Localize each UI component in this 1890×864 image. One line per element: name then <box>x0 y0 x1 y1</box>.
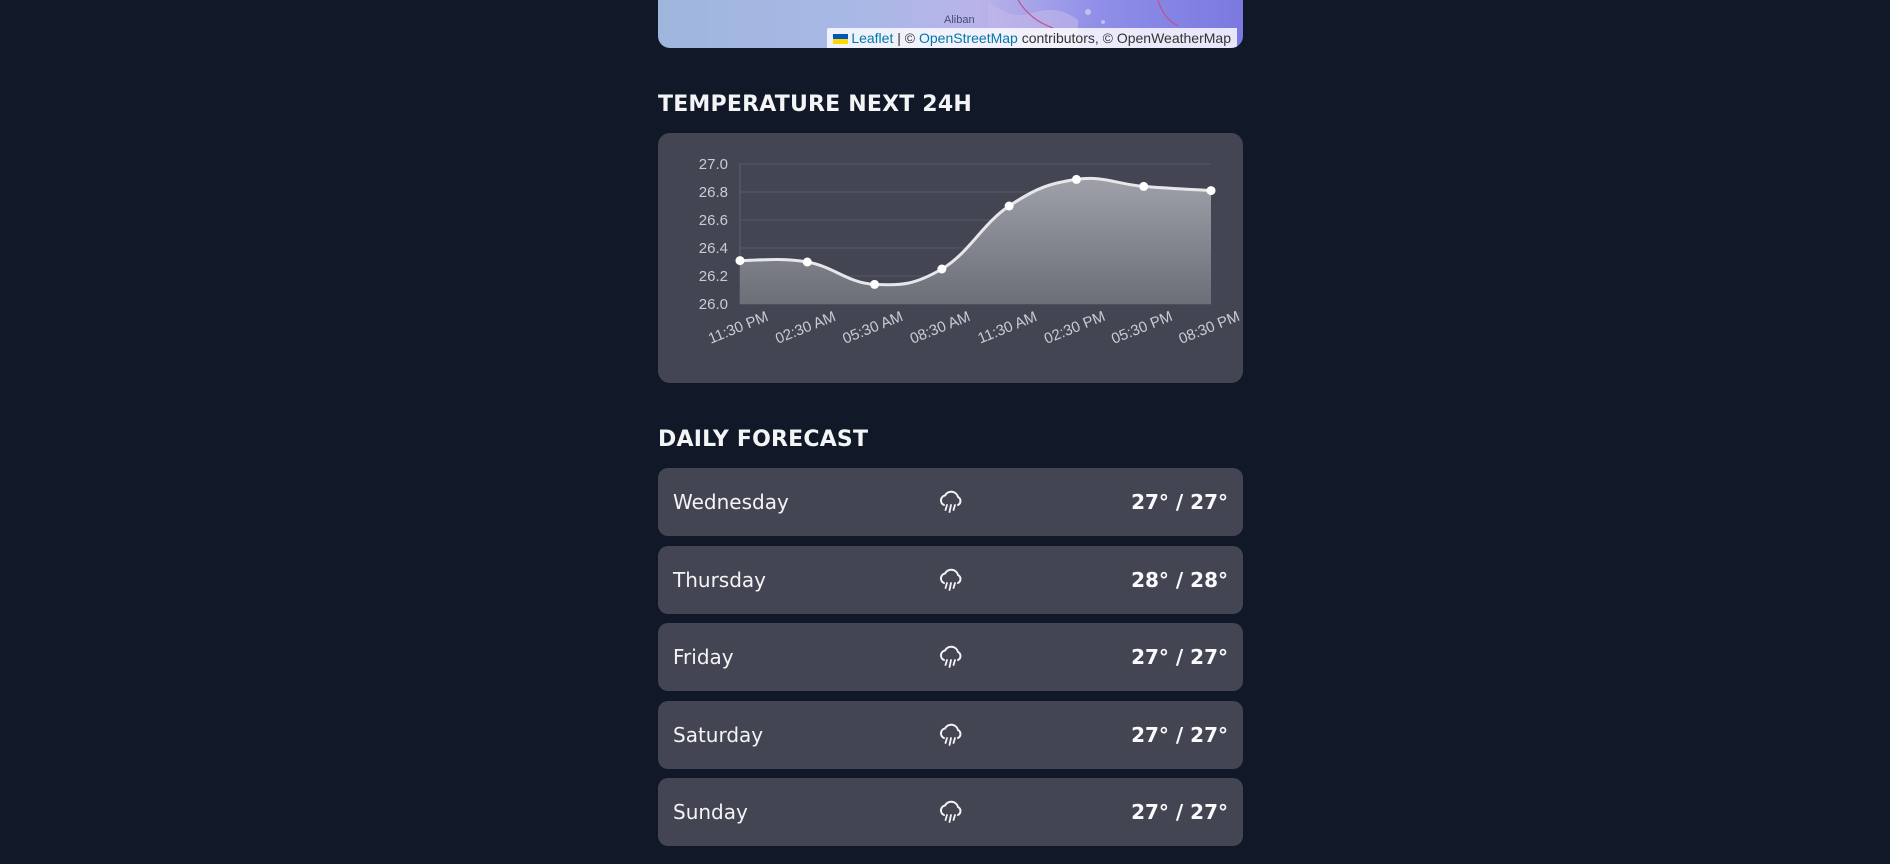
temperature-chart-card: 26.0 26.2 26.4 26.6 26.8 27.0 11:30 PM 02:30 A… <box>658 133 1243 383</box>
temperature-chart: 26.0 26.2 26.4 26.6 26.8 27.0 11:30 PM 02:30 A… <box>699 156 1242 348</box>
forecast-temp: 27° / 27° <box>1131 800 1228 824</box>
rain-cloud-icon <box>939 800 962 823</box>
y-tick-label: 26.6 <box>699 212 728 229</box>
x-tick-label: 08:30 PM <box>1176 308 1242 348</box>
map-attribution: Leaflet | © OpenStreetMap contributors, … <box>827 28 1237 48</box>
leaflet-link[interactable]: Leaflet <box>851 30 894 46</box>
attribution-separator: | © <box>893 30 919 46</box>
x-tick-label: 11:30 AM <box>975 308 1039 347</box>
x-tick-label: 11:30 PM <box>706 308 771 347</box>
data-point[interactable] <box>735 256 745 266</box>
x-tick-label: 05:30 PM <box>1109 308 1175 348</box>
ukraine-flag-icon <box>833 34 849 44</box>
forecast-temp: 28° / 28° <box>1131 568 1228 592</box>
openstreetmap-link[interactable]: OpenStreetMap <box>918 30 1018 46</box>
data-point[interactable] <box>870 279 880 289</box>
temperature-section-title: TEMPERATURE NEXT 24H <box>658 92 972 117</box>
forecast-day-name: Friday <box>673 645 734 669</box>
data-point[interactable] <box>937 264 947 274</box>
rain-cloud-icon <box>939 723 962 746</box>
y-tick-label: 26.4 <box>699 240 728 257</box>
y-tick-label: 26.2 <box>699 268 728 285</box>
forecast-row[interactable]: Thursday 28° / 28° <box>658 546 1243 614</box>
daily-section-title: DAILY FORECAST <box>658 427 869 452</box>
temperature-line <box>739 176 1212 287</box>
temperature-area <box>740 178 1211 304</box>
data-point[interactable] <box>1206 186 1216 196</box>
forecast-day-name: Saturday <box>673 723 764 747</box>
forecast-row[interactable]: Saturday 27° / 27° <box>658 701 1243 769</box>
forecast-temp: 27° / 27° <box>1131 645 1228 669</box>
forecast-day-name: Sunday <box>673 800 748 824</box>
y-tick-label: 27.0 <box>699 156 728 173</box>
x-tick-label: 02:30 AM <box>773 308 838 348</box>
forecast-temp: 27° / 27° <box>1131 490 1228 514</box>
rain-cloud-icon <box>939 568 962 591</box>
forecast-day-name: Wednesday <box>673 490 789 514</box>
rain-cloud-icon <box>939 490 962 513</box>
forecast-temp: 27° / 27° <box>1131 723 1228 747</box>
data-point[interactable] <box>1071 174 1081 184</box>
map-place-label: Aliban <box>944 14 975 26</box>
x-tick-label: 02:30 PM <box>1042 308 1108 348</box>
y-tick-label: 26.0 <box>699 296 728 313</box>
rain-cloud-icon <box>939 645 962 668</box>
forecast-row[interactable]: Friday 27° / 27° <box>658 623 1243 691</box>
forecast-day-name: Thursday <box>673 568 766 592</box>
x-tick-label: 05:30 AM <box>840 308 905 348</box>
data-point[interactable] <box>1139 181 1149 191</box>
y-tick-label: 26.8 <box>699 184 728 201</box>
forecast-row[interactable]: Wednesday 27° / 27° <box>658 468 1243 536</box>
weather-map[interactable]: Aliban Leaflet | © OpenStreetMap contrib… <box>658 0 1243 48</box>
data-point[interactable] <box>1004 201 1014 211</box>
x-tick-label: 08:30 AM <box>908 308 973 348</box>
attribution-rest: contributors, © OpenWeatherMap <box>1017 30 1231 46</box>
forecast-row[interactable]: Sunday 27° / 27° <box>658 778 1243 846</box>
data-point[interactable] <box>802 257 812 267</box>
